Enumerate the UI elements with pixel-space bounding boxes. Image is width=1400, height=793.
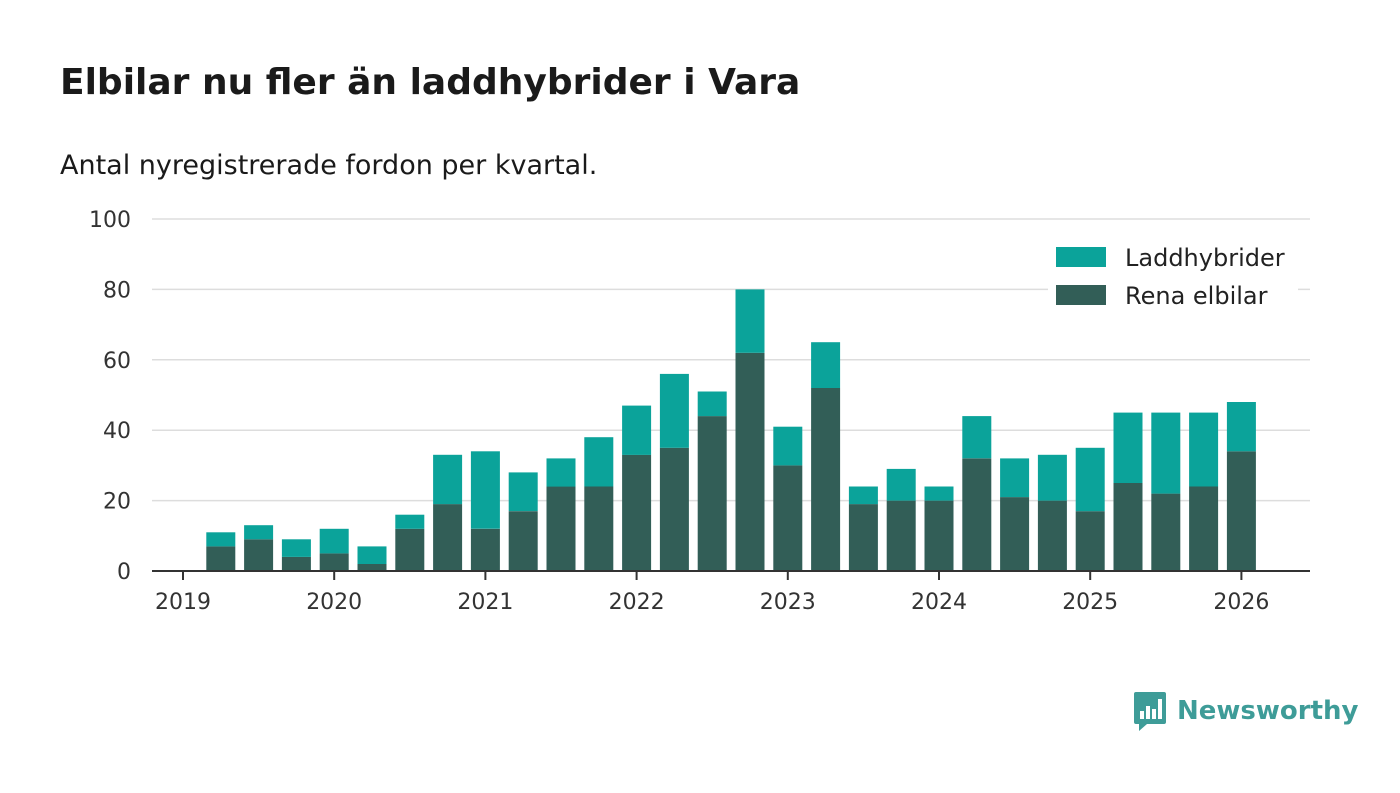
bar-rena-elbilar [1075,511,1105,571]
bar-rena-elbilar [395,528,425,571]
bar-rena-elbilar [470,528,500,571]
y-tick-label: 40 [103,419,131,444]
x-tick-label: 2022 [609,590,665,615]
bar-rena-elbilar [584,486,614,571]
bar-laddhybrider [281,539,311,557]
bar-laddhybrider [1151,412,1181,494]
bar-rena-elbilar [659,447,689,571]
bar-laddhybrider [395,514,425,529]
legend-swatch-rena-elbilar [1056,285,1106,305]
bar-rena-elbilar [244,539,274,571]
x-tick-label: 2026 [1213,590,1269,615]
bar-laddhybrider [622,405,652,455]
legend-swatch-laddhybrider [1056,247,1106,267]
bar-laddhybrider [1037,454,1067,501]
bar-rena-elbilar [357,564,387,571]
bar-laddhybrider [924,486,954,501]
y-tick-label: 60 [103,349,131,374]
bar-rena-elbilar [1037,500,1067,571]
bar-rena-elbilar [281,556,311,571]
legend: Laddhybrider Rena elbilar [1048,232,1298,318]
bar-rena-elbilar [319,553,349,571]
bar-laddhybrider [811,342,841,388]
chart-subtitle: Antal nyregistrerade fordon per kvartal. [60,150,598,181]
stacked-bar-chart: 0 20 40 60 80 100 2019 2020 2021 2022 2023 2024 202… [89,208,1310,615]
x-tick-label: 2020 [306,590,362,615]
x-tick-label: 2021 [457,590,513,615]
bar-rena-elbilar [811,388,841,571]
bar-laddhybrider [546,458,576,487]
bar-rena-elbilar [546,486,576,571]
brand-name: Newsworthy [1177,696,1359,726]
bar-laddhybrider [886,468,916,501]
bar-laddhybrider [319,528,349,554]
bar-rena-elbilar [848,504,878,571]
newsworthy-logo-icon [1134,692,1166,731]
bar-laddhybrider [470,451,500,529]
bar-laddhybrider [244,525,274,540]
bar-rena-elbilar [622,454,652,571]
bar-laddhybrider [697,391,727,417]
bar-rena-elbilar [924,500,954,571]
bar-rena-elbilar [962,458,992,571]
bar-rena-elbilar [1113,483,1143,571]
bar-rena-elbilar [508,511,538,571]
y-tick-label: 80 [103,278,131,303]
bar-laddhybrider [1075,447,1105,512]
bar-rena-elbilar [773,465,803,571]
bar-laddhybrider [848,486,878,505]
bar-laddhybrider [1113,412,1143,483]
y-tick-label: 20 [103,490,131,515]
bar-laddhybrider [508,472,538,512]
bar-laddhybrider [357,546,387,564]
legend-label-rena-elbilar: Rena elbilar [1125,282,1268,310]
chart-title: Elbilar nu fler än laddhybrider i Vara [60,62,801,103]
x-axis-ticks: 2019 2020 2021 2022 2023 2024 2025 2026 [155,571,1269,615]
bar-rena-elbilar [697,416,727,571]
bar-rena-elbilar [1000,497,1030,571]
bar-laddhybrider [433,454,463,505]
x-tick-label: 2025 [1062,590,1118,615]
y-tick-label: 0 [117,560,131,585]
bar-laddhybrider [1226,402,1256,452]
bar-rena-elbilar [735,352,765,571]
bar-rena-elbilar [1151,493,1181,571]
x-tick-label: 2024 [911,590,967,615]
bars [206,289,1256,571]
x-tick-label: 2019 [155,590,211,615]
bar-laddhybrider [659,373,689,448]
bar-laddhybrider [773,426,803,466]
bar-rena-elbilar [433,504,463,571]
bar-laddhybrider [206,532,236,547]
bar-laddhybrider [962,416,992,459]
bar-laddhybrider [1189,412,1219,487]
bar-laddhybrider [1000,458,1030,498]
brand-logo: Newsworthy [1133,690,1358,732]
bar-rena-elbilar [206,546,236,571]
y-tick-label: 100 [89,208,131,233]
y-axis-ticks: 0 20 40 60 80 100 [89,208,131,585]
bar-laddhybrider [584,437,614,487]
bar-rena-elbilar [1226,451,1256,571]
legend-label-laddhybrider: Laddhybrider [1125,244,1285,272]
bar-rena-elbilar [886,500,916,571]
bar-laddhybrider [735,289,765,353]
bar-rena-elbilar [1189,486,1219,571]
x-tick-label: 2023 [760,590,816,615]
